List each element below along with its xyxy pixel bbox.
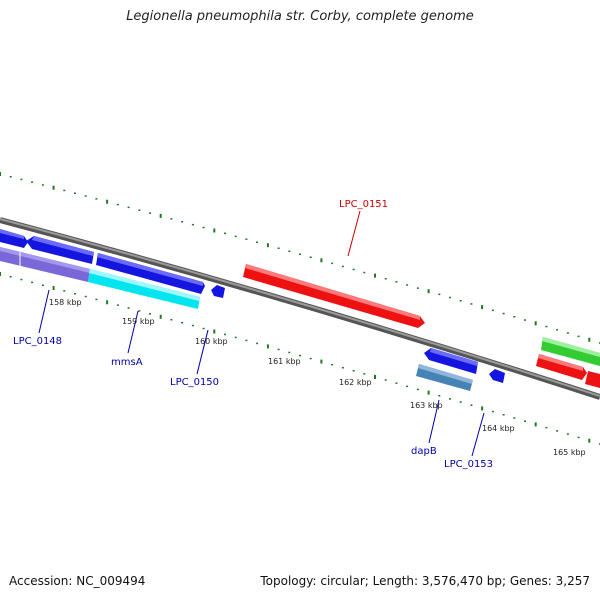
gene-label-lpc0151: LPC_0151 <box>339 199 388 210</box>
gene-feature-lpc0150[interactable] <box>211 285 225 298</box>
scale-label: 158 kbp <box>49 298 82 307</box>
scale-label: 159 kbp <box>122 317 155 326</box>
scale-label: 165 kbp <box>553 448 586 457</box>
gene-feature-lpc0151[interactable] <box>243 264 425 328</box>
accession-text: Accession: NC_009494 <box>9 574 146 588</box>
gene-label-dapb: dapB <box>411 446 437 457</box>
gene-feature[interactable] <box>536 354 587 380</box>
genome-backbone <box>0 217 600 400</box>
outer-tick-arc <box>0 172 600 344</box>
scale-label: 162 kbp <box>339 378 372 387</box>
label-leaders <box>38 210 485 457</box>
gene-label-lpc0148: LPC_0148 <box>13 336 62 347</box>
scale-label: 163 kbp <box>410 401 443 410</box>
gene-feature[interactable] <box>585 371 600 388</box>
gene-feature[interactable] <box>96 253 205 294</box>
gene-feature-lpc0153[interactable] <box>489 369 505 383</box>
gene-feature[interactable] <box>424 348 478 374</box>
genome-summary-text: Topology: circular; Length: 3,576,470 bp… <box>260 574 590 588</box>
gene-feature-mmsa[interactable] <box>88 269 200 309</box>
gene-label-lpc0153: LPC_0153 <box>444 459 493 470</box>
scale-labels: 158 kbp 159 kbp 160 kbp 161 kbp 162 kbp … <box>49 298 586 457</box>
gene-feature[interactable] <box>541 337 600 366</box>
gene-feature[interactable] <box>26 236 94 264</box>
gene-label-lpc0150: LPC_0150 <box>170 377 219 388</box>
gene-label-mmsa: mmsA <box>111 357 143 368</box>
gene-feature[interactable] <box>0 229 28 248</box>
scale-label: 161 kbp <box>268 357 301 366</box>
inner-tick-arc <box>0 272 600 445</box>
gene-feature-lpc0148[interactable] <box>0 247 90 282</box>
gene-labels: LPC_0148 mmsA LPC_0150 LPC_0151 dapB LPC… <box>13 199 493 470</box>
gene-feature-dapb[interactable] <box>416 364 473 391</box>
scale-label: 160 kbp <box>195 337 228 346</box>
genome-title: Legionella pneumophila str. Corby, compl… <box>126 9 474 24</box>
scale-label: 164 kbp <box>482 424 515 433</box>
